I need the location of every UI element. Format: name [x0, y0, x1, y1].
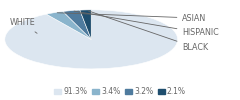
Wedge shape	[63, 10, 91, 39]
Text: WHITE: WHITE	[10, 18, 37, 33]
Wedge shape	[46, 12, 91, 39]
Text: BLACK: BLACK	[88, 11, 209, 52]
Legend: 91.3%, 3.4%, 3.2%, 2.1%: 91.3%, 3.4%, 3.2%, 2.1%	[54, 87, 186, 96]
Wedge shape	[5, 10, 178, 69]
Text: HISPANIC: HISPANIC	[74, 11, 219, 37]
Text: ASIAN: ASIAN	[57, 13, 207, 22]
Wedge shape	[80, 10, 91, 39]
